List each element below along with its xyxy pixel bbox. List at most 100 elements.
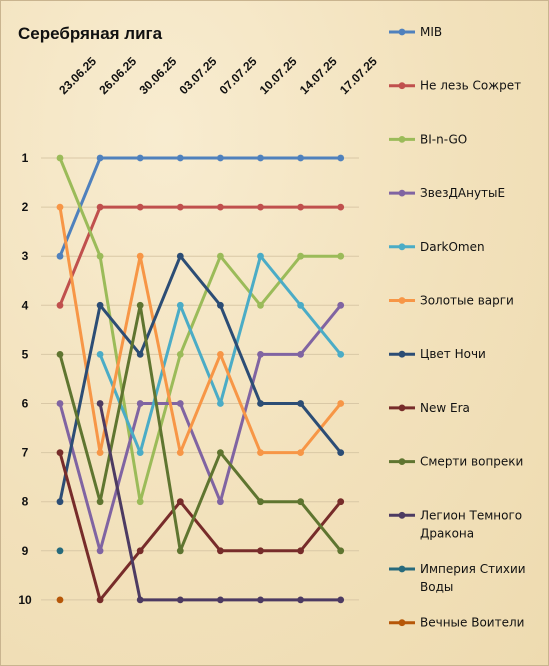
- legend-label-line: Империя Стихии: [420, 562, 526, 576]
- data-point: [96, 400, 104, 407]
- chart-title: Серебряная лига: [18, 24, 163, 43]
- data-point: [297, 596, 304, 604]
- x-axis-ticks: 23.06.2526.06.2530.06.2503.07.2507.07.25…: [56, 54, 380, 97]
- legend-item: Легион Темного Дракона: [389, 508, 522, 540]
- series-line: [58, 254, 343, 504]
- series-line: [58, 451, 343, 602]
- data-point: [217, 203, 224, 211]
- data-point: [136, 351, 144, 358]
- data-point: [297, 400, 304, 407]
- data-point: [56, 203, 64, 211]
- data-point: [136, 203, 144, 211]
- data-point: [136, 154, 144, 162]
- legend-item: ЗвезДАнутыЕ: [389, 186, 505, 200]
- data-point: [56, 596, 64, 604]
- legend-swatch-marker: [398, 350, 406, 358]
- legend-item: Золотые варги: [389, 294, 514, 308]
- legend-label-line: Легион Темного: [420, 508, 522, 522]
- x-tick-label: 03.07.25: [177, 54, 220, 97]
- legend-swatch-marker: [398, 297, 406, 304]
- legend-label: ЗвезДАнутыЕ: [420, 186, 505, 200]
- data-point: [297, 203, 304, 211]
- y-tick-label: 6: [22, 397, 29, 411]
- data-point: [136, 498, 144, 506]
- data-point: [56, 154, 64, 162]
- y-tick-label: 3: [22, 249, 29, 263]
- y-tick-label: 2: [22, 200, 29, 214]
- legend-label-line: Воды: [420, 580, 453, 594]
- y-tick-label: 4: [22, 298, 29, 312]
- data-point: [176, 154, 184, 162]
- legend-item: Смерти вопреки: [389, 455, 523, 469]
- legend-swatch-marker: [398, 619, 406, 627]
- data-point: [176, 301, 184, 309]
- data-point: [337, 547, 345, 555]
- legend-swatch-marker: [398, 511, 406, 519]
- data-point: [297, 252, 304, 260]
- legend-label: Империя Стихии Воды: [420, 562, 526, 594]
- data-point: [136, 596, 144, 604]
- x-tick-label: 14.07.25: [297, 54, 340, 97]
- data-point: [337, 596, 345, 604]
- data-point: [337, 301, 345, 309]
- data-point: [176, 596, 184, 604]
- series-line: [58, 303, 343, 553]
- data-point: [337, 154, 345, 162]
- data-point: [257, 400, 264, 407]
- data-point: [297, 154, 304, 162]
- y-tick-label: 5: [22, 347, 29, 361]
- y-tick-label: 7: [22, 446, 29, 460]
- legend-item: MIB: [389, 25, 442, 39]
- legend-item: New Era: [389, 401, 470, 415]
- data-point: [217, 596, 224, 604]
- legend-label: Не лезь Сожрет: [420, 79, 521, 93]
- data-point: [176, 547, 184, 555]
- legend-label: Смерти вопреки: [420, 455, 523, 469]
- legend-swatch-marker: [398, 82, 406, 90]
- data-point: [136, 547, 144, 555]
- legend: MIB Не лезь Сожрет BI-n-GO ЗвезДАнутыЕ DarkO…: [389, 25, 526, 630]
- legend-item: Цвет Ночи: [389, 347, 486, 361]
- series-line: [58, 303, 343, 553]
- data-point: [257, 252, 264, 260]
- data-point: [56, 252, 64, 260]
- x-tick-label: 23.06.25: [56, 54, 99, 97]
- legend-swatch-marker: [398, 136, 406, 143]
- data-point: [96, 498, 104, 506]
- legend-label: BI-n-GO: [420, 132, 467, 146]
- legend-label: MIB: [420, 25, 442, 39]
- data-point: [337, 449, 345, 456]
- legend-item: BI-n-GO: [389, 132, 467, 146]
- data-point: [337, 351, 345, 358]
- data-point: [136, 301, 144, 309]
- y-axis-ticks: 1 2 3 4 5 6 7 8 9 10: [18, 151, 32, 607]
- series-line: [58, 156, 343, 258]
- legend-swatch-marker: [398, 28, 406, 36]
- legend-label: Легион Темного Дракона: [420, 508, 522, 540]
- series-points: [56, 154, 345, 604]
- data-point: [96, 154, 104, 162]
- series-line: [58, 156, 343, 504]
- data-point: [257, 449, 264, 456]
- legend-item: DarkOmen: [389, 240, 485, 254]
- legend-item: Империя Стихии Воды: [389, 562, 526, 594]
- legend-item: Вечные Воители: [389, 616, 524, 630]
- legend-label: Золотые варги: [420, 294, 514, 308]
- legend-swatch-marker: [398, 189, 406, 197]
- legend-swatch-marker: [398, 404, 406, 412]
- data-point: [56, 301, 64, 309]
- legend-label: New Era: [420, 401, 470, 415]
- data-point: [96, 449, 104, 456]
- data-point: [96, 547, 104, 555]
- data-point: [136, 449, 144, 456]
- data-point: [297, 498, 304, 506]
- legend-label-line: Дракона: [420, 526, 474, 540]
- x-tick-label: 17.07.25: [337, 54, 380, 97]
- data-point: [217, 547, 224, 555]
- data-point: [257, 154, 264, 162]
- data-point: [176, 498, 184, 506]
- data-point: [217, 498, 224, 506]
- data-point: [217, 449, 224, 456]
